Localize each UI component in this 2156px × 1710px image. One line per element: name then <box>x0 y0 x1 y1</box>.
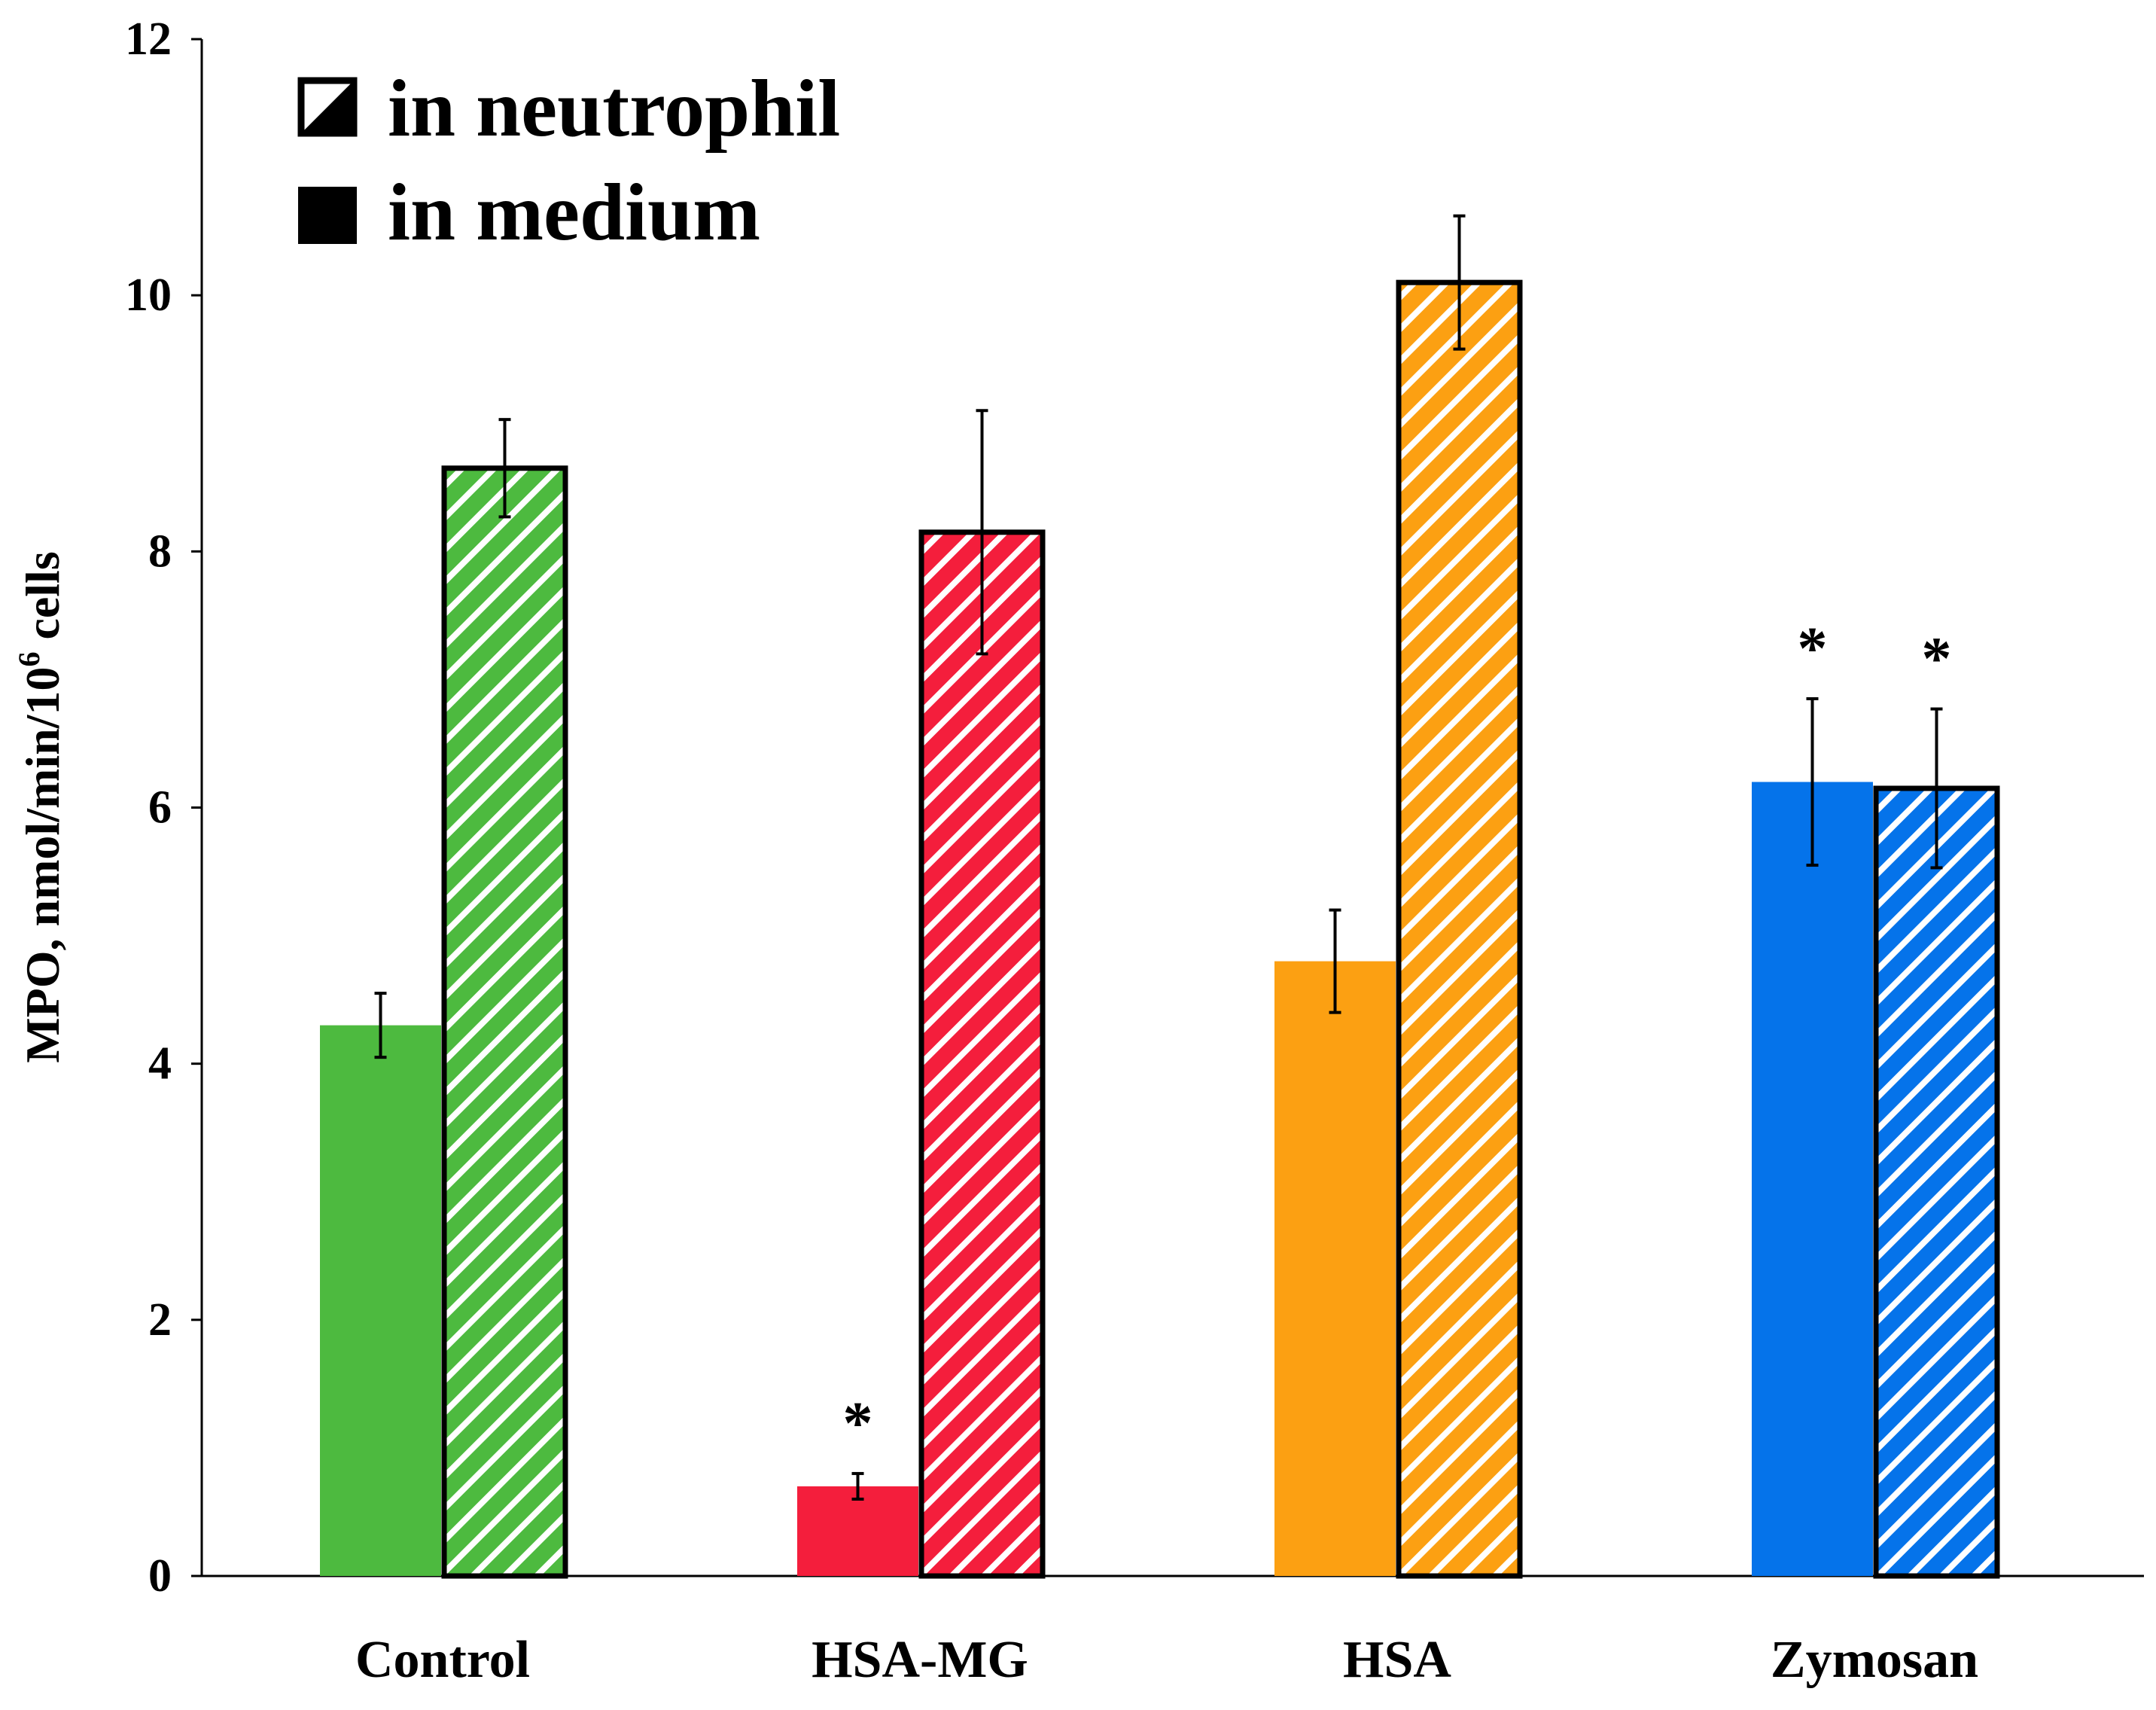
y-axis-title: MPO, nmol/min/106 cells <box>12 551 69 1063</box>
error-bar <box>976 409 988 656</box>
legend-label-neutrophil: in neutrophil <box>388 64 840 154</box>
y-tick-label: 0 <box>148 1550 172 1602</box>
error-bar <box>374 992 387 1059</box>
bar-hsa-mg-neutrophil <box>918 529 1046 1579</box>
x-category-label: Zymosan <box>1771 1631 1978 1689</box>
significance-marker: * <box>1922 626 1952 693</box>
significance-markers-group: * * * <box>843 616 1952 1457</box>
y-tick-label: 6 <box>148 782 172 834</box>
y-tick-label: 10 <box>125 270 172 321</box>
error-bar <box>1930 707 1943 870</box>
y-tick-label: 12 <box>125 14 172 65</box>
error-bar <box>851 1471 864 1501</box>
legend-swatch-medium <box>298 187 357 244</box>
error-bar <box>1329 908 1341 1014</box>
y-axis-title-main: MPO, nmol/min/10 <box>16 667 69 1063</box>
legend: in neutrophil in medium <box>297 64 840 258</box>
bar-control-medium <box>320 1025 441 1576</box>
x-category-label: HSA <box>1343 1631 1451 1689</box>
bar-zymosan-neutrophil <box>1873 785 2000 1579</box>
error-bars-group <box>374 214 1943 1501</box>
y-axis-title-suffix: cells <box>16 551 69 651</box>
y-axis-title-superscript: 6 <box>12 652 46 667</box>
y-axis-ticks: 0 2 4 6 8 10 12 <box>125 14 202 1602</box>
error-bar <box>1806 696 1819 867</box>
x-category-label: HSA-MG <box>812 1631 1028 1689</box>
bar-hsa-medium <box>1274 961 1396 1576</box>
bar-control-neutrophil <box>441 465 568 1579</box>
legend-label-medium: in medium <box>388 168 760 258</box>
significance-marker: * <box>1798 616 1828 682</box>
y-tick-label: 2 <box>148 1294 172 1346</box>
bar-hsa-mg-medium <box>797 1486 918 1576</box>
y-tick-label: 4 <box>148 1038 172 1090</box>
error-bar <box>498 418 511 519</box>
bars-group <box>320 279 2000 1579</box>
legend-swatch-neutrophil-fill <box>301 81 354 133</box>
x-category-label: Control <box>355 1631 530 1689</box>
y-tick-label: 8 <box>148 526 172 577</box>
error-bar <box>1453 214 1466 351</box>
category-labels: Control HSA-MG HSA Zymosan <box>355 1631 1978 1689</box>
bar-hsa-neutrophil <box>1396 279 1523 1579</box>
bar-zymosan-medium <box>1752 782 1873 1576</box>
significance-marker: * <box>843 1391 873 1457</box>
